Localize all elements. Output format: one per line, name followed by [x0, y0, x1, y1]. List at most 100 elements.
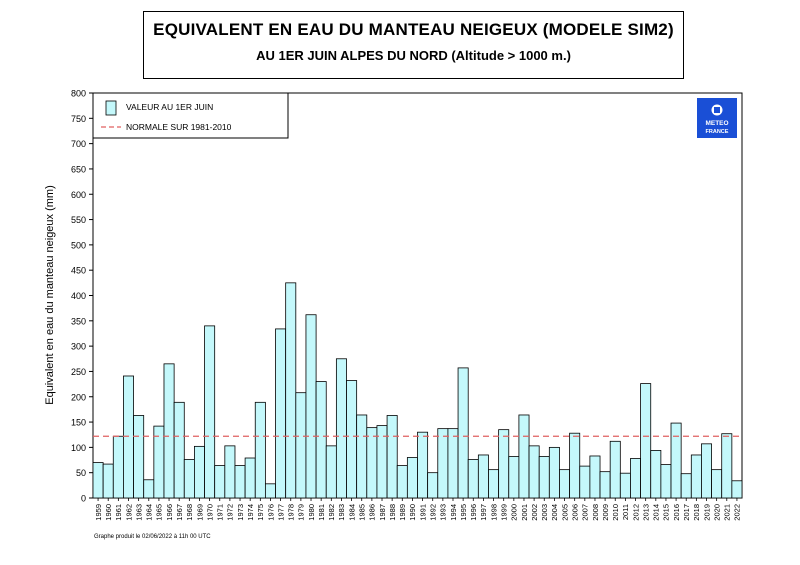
x-tick-label: 2009 — [601, 504, 610, 521]
bar-2000 — [508, 456, 520, 499]
x-tick-label: 2001 — [520, 504, 529, 521]
x-tick-label: 1975 — [256, 504, 265, 521]
x-tick-label: 1986 — [368, 504, 377, 521]
x-tick-label: 2021 — [723, 504, 732, 521]
meteo-france-logo: METEO FRANCE — [697, 98, 737, 138]
bar-2019 — [701, 443, 712, 499]
bars — [92, 282, 743, 499]
bar-2020 — [711, 469, 723, 499]
x-tick-label: 1979 — [297, 504, 306, 521]
x-tick-label: 2013 — [641, 504, 650, 521]
y-tick-label: 50 — [76, 468, 86, 478]
bar-1971 — [214, 465, 226, 499]
bar-2004 — [548, 446, 560, 499]
x-tick-label: 1984 — [347, 504, 356, 521]
legend-bar-label: VALEUR AU 1ER JUIN — [126, 102, 213, 112]
x-tick-label: 1962 — [124, 504, 133, 521]
x-tick-label: 2004 — [550, 504, 559, 521]
bar-1970 — [204, 325, 216, 499]
x-tick-label: 1971 — [216, 504, 225, 521]
bar-1994 — [447, 428, 459, 499]
x-tick-label: 2000 — [510, 504, 519, 521]
bar-1969 — [194, 445, 205, 499]
y-tick-label: 500 — [71, 240, 86, 250]
bar-2016 — [670, 422, 682, 499]
x-tick-label: 2010 — [611, 504, 620, 521]
bar-1976 — [264, 483, 276, 499]
bar-2006 — [569, 432, 581, 499]
legend-bar-swatch — [105, 100, 117, 116]
y-tick-label: 250 — [71, 367, 86, 377]
x-tick-label: 1972 — [226, 504, 235, 521]
bar-1999 — [498, 429, 510, 499]
y-axis: 0 50 100 150 200 250 300 350 400 450 500 550 600 650 7… — [71, 89, 93, 504]
x-tick-label: 1974 — [246, 504, 255, 521]
bar-2002 — [528, 445, 540, 499]
x-tick-label: 1967 — [175, 504, 184, 521]
y-tick-label: 0 — [81, 494, 86, 504]
bar-1961 — [112, 435, 124, 499]
x-tick-label: 2002 — [530, 504, 539, 521]
bar-1966 — [163, 363, 175, 499]
bar-1991 — [417, 431, 429, 499]
x-tick-label: 2008 — [591, 504, 600, 521]
y-tick-label: 550 — [71, 215, 86, 225]
legend-normal-label: NORMALE SUR 1981-2010 — [126, 122, 232, 132]
x-tick-label: 1998 — [489, 504, 498, 521]
bar-2012 — [630, 458, 641, 499]
x-tick-label: 2006 — [570, 504, 579, 521]
bar-1962 — [123, 375, 134, 499]
bar-2001 — [518, 414, 530, 499]
x-tick-label: 2012 — [631, 504, 640, 521]
x-tick-label: 1995 — [459, 504, 468, 521]
bar-1967 — [173, 401, 185, 499]
x-tick-label: 2003 — [540, 504, 549, 521]
x-tick-label: 1991 — [418, 504, 427, 521]
x-tick-label: 2017 — [682, 504, 691, 521]
bar-2013 — [640, 383, 652, 499]
x-tick-label: 1976 — [266, 504, 275, 521]
x-tick-label: 1997 — [479, 504, 488, 521]
bar-1972 — [224, 445, 236, 499]
bar-2018 — [690, 454, 702, 499]
x-tick-label: 1988 — [388, 504, 397, 521]
bar-1975 — [254, 401, 266, 499]
x-tick-label: 1978 — [287, 504, 296, 521]
bar-1995 — [457, 367, 469, 499]
x-tick-label: 1968 — [185, 504, 194, 521]
bar-1981 — [315, 381, 327, 499]
x-tick-label: 2018 — [692, 504, 701, 521]
bar-2011 — [619, 472, 631, 499]
x-tick-label: 1959 — [94, 504, 103, 521]
bar-1960 — [102, 463, 114, 499]
bar-1985 — [356, 414, 368, 499]
bar-1986 — [366, 427, 378, 499]
bar-1982 — [325, 445, 337, 499]
bar-1993 — [437, 428, 449, 499]
x-tick-label: 2015 — [662, 504, 671, 521]
x-tick-label: 1977 — [276, 504, 285, 521]
y-tick-label: 350 — [71, 316, 86, 326]
bar-1984 — [346, 380, 358, 499]
x-tick-label: 1994 — [449, 504, 458, 521]
bar-1974 — [244, 457, 256, 499]
x-tick-label: 1989 — [398, 504, 407, 521]
bar-1973 — [234, 465, 246, 499]
x-tick-label: 1996 — [469, 504, 478, 521]
y-tick-label: 400 — [71, 291, 86, 301]
bar-1965 — [153, 425, 165, 499]
x-tick-label: 1965 — [155, 504, 164, 521]
y-axis-label: Equivalent en eau du manteau neigeux (mm… — [44, 185, 56, 405]
bar-2017 — [680, 473, 692, 499]
logo-text-2: FRANCE — [706, 129, 729, 135]
y-tick-label: 450 — [71, 266, 86, 276]
x-tick-label: 1973 — [236, 504, 245, 521]
bar-2015 — [660, 464, 672, 499]
bar-1979 — [295, 392, 307, 499]
bar-2005 — [559, 469, 571, 499]
chart-subtitle: AU 1ER JUIN ALPES DU NORD (Altitude > 10… — [256, 48, 571, 63]
x-tick-label: 1964 — [145, 504, 154, 521]
x-tick-label: 1969 — [195, 504, 204, 521]
y-tick-label: 600 — [71, 190, 86, 200]
